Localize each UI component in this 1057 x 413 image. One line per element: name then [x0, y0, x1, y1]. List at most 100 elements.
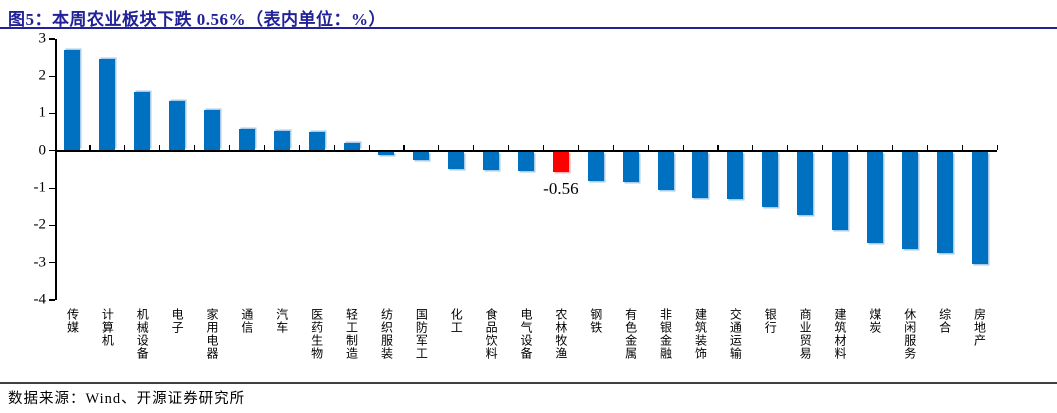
x-axis-tick-mark [159, 145, 161, 151]
x-axis-tick-mark [333, 145, 335, 151]
x-axis-tick-mark [577, 145, 580, 151]
y-axis-line [55, 39, 57, 300]
bar-汽车 [273, 131, 290, 150]
y-axis-tick-label: -1 [33, 179, 47, 196]
bar-机械设备 [134, 92, 151, 150]
y-axis-tick-label: 3 [38, 30, 47, 47]
y-axis-tick-mark [49, 112, 55, 115]
bar-非银金融 [657, 151, 674, 190]
x-axis-tick-mark [508, 145, 510, 151]
y-axis-tick-mark [49, 224, 55, 226]
x-axis-tick-mark [822, 145, 824, 151]
bar-家用电器 [204, 110, 220, 150]
x-axis-tick-mark [542, 145, 545, 151]
x-axis-tick-mark [298, 145, 300, 151]
x-axis-label: 计算机 [100, 308, 115, 347]
x-axis-label: 国防军工 [414, 308, 429, 360]
x-axis-tick-mark [996, 145, 998, 151]
bar-建筑装饰 [692, 151, 709, 198]
x-axis-label: 机械设备 [135, 308, 150, 360]
y-axis-tick-mark [49, 262, 55, 264]
x-axis-tick-mark [438, 145, 440, 151]
x-axis-label: 汽车 [274, 308, 289, 334]
x-axis-tick-mark [647, 145, 649, 151]
y-axis-tick-label: -4 [33, 291, 47, 308]
y-axis-tick-label: -2 [33, 216, 47, 233]
x-axis-label: 非银金融 [658, 308, 673, 360]
x-axis-label: 纺织服装 [379, 308, 394, 360]
figure-title: 图5：本周农业板块下跌 0.56%（表内单位：%） [8, 10, 386, 29]
x-axis-label: 房地产 [972, 308, 987, 347]
bar-食品饮料 [483, 151, 500, 171]
y-axis-tick-label: 1 [38, 104, 47, 121]
x-axis-label: 建筑材料 [833, 308, 847, 360]
bar-通信 [238, 128, 255, 150]
bar-轻工制造 [343, 143, 360, 150]
x-axis-label: 电气设备 [519, 308, 533, 360]
x-axis-tick-mark [612, 145, 614, 151]
x-axis-label: 钢铁 [588, 308, 603, 334]
bar-国防军工 [413, 151, 430, 160]
title-divider [0, 27, 1057, 29]
x-axis-tick-mark [228, 145, 231, 151]
bar-纺织服装 [378, 151, 395, 156]
x-axis-tick-mark [194, 145, 196, 151]
x-axis-baseline [55, 150, 997, 152]
x-axis-label: 有色金属 [623, 308, 638, 360]
x-axis-label: 家用电器 [205, 308, 219, 360]
bar-钢铁 [587, 151, 604, 181]
y-axis-tick-mark [49, 75, 55, 77]
x-axis-tick-mark [124, 145, 126, 151]
x-axis-tick-mark [891, 145, 894, 151]
bar-建筑材料 [832, 151, 848, 230]
x-axis-label: 电子 [170, 308, 185, 334]
bar-商业贸易 [797, 151, 814, 215]
data-source-note: 数据来源：Wind、开源证券研究所 [8, 391, 246, 407]
bar-有色金属 [622, 151, 639, 183]
y-axis-tick-label: 2 [38, 67, 47, 84]
x-axis-label: 商业贸易 [798, 308, 813, 360]
x-axis-label: 轻工制造 [344, 308, 359, 360]
bar-化工 [448, 151, 465, 170]
y-axis-tick-mark [49, 150, 55, 152]
bar-医药生物 [308, 132, 325, 150]
x-axis-tick-mark [961, 145, 963, 151]
x-axis-label: 食品饮料 [484, 308, 499, 360]
x-axis-tick-mark [787, 145, 789, 151]
x-axis-label: 化工 [449, 308, 464, 334]
y-axis-tick-mark [49, 38, 55, 40]
x-axis-label: 综合 [937, 308, 952, 334]
x-axis-label: 交通运输 [728, 308, 743, 360]
footer-divider [0, 382, 1057, 384]
x-axis-label: 休闲服务 [902, 308, 917, 360]
bar-电气设备 [518, 151, 534, 172]
x-axis-tick-mark [403, 145, 405, 151]
bar-农林牧渔 [552, 151, 569, 173]
x-axis-label: 医药生物 [309, 308, 324, 360]
bar-银行 [762, 151, 779, 208]
x-axis-tick-mark [752, 145, 754, 151]
x-axis-tick-mark [263, 145, 266, 151]
bar-休闲服务 [901, 151, 918, 250]
bar-电子 [169, 101, 186, 150]
x-axis-label: 传媒 [65, 308, 80, 334]
x-axis-label: 银行 [763, 308, 778, 334]
x-axis-tick-mark [89, 145, 91, 151]
bar-计算机 [99, 58, 116, 150]
x-axis-tick-mark [682, 145, 684, 151]
x-axis-tick-mark [856, 145, 859, 151]
x-axis-tick-mark [368, 145, 370, 151]
y-axis-tick-label: 0 [38, 142, 47, 159]
x-axis-label: 通信 [239, 308, 254, 334]
bar-传媒 [64, 49, 81, 150]
x-axis-label: 农林牧渔 [553, 308, 568, 360]
y-axis-tick-label: -3 [33, 254, 47, 271]
x-axis-tick-mark [473, 145, 475, 151]
bar-房地产 [971, 151, 988, 265]
y-axis-tick-mark [49, 187, 55, 189]
bar-value-annotation: -0.56 [543, 178, 579, 198]
bar-综合 [936, 151, 953, 254]
x-axis-tick-mark [717, 145, 719, 151]
x-axis-label: 煤炭 [867, 308, 882, 334]
